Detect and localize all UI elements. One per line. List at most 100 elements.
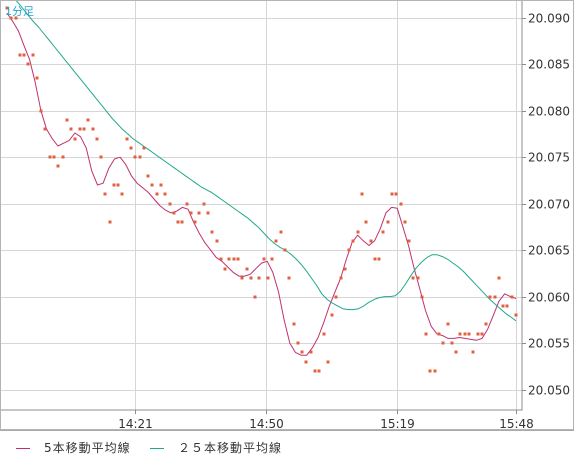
price-point <box>437 332 441 336</box>
interval-label: 1分足 <box>5 5 34 18</box>
price-point <box>364 220 368 224</box>
price-point <box>215 239 219 243</box>
price-point <box>14 16 18 20</box>
price-point <box>407 239 411 243</box>
price-point <box>48 155 52 159</box>
price-point <box>142 146 146 150</box>
price-point <box>420 295 424 299</box>
price-point <box>73 137 77 141</box>
price-point <box>133 155 137 159</box>
price-point <box>360 192 364 196</box>
price-point <box>322 332 326 336</box>
price-point <box>292 322 296 326</box>
price-point <box>458 332 462 336</box>
ma5-line <box>6 12 517 356</box>
price-point <box>103 192 107 196</box>
y-tick-label: 20.060 <box>528 291 570 305</box>
price-point <box>31 53 35 57</box>
x-tick-label: 15:19 <box>380 417 415 430</box>
price-point <box>22 53 26 57</box>
price-point <box>377 257 381 261</box>
grid <box>1 1 522 410</box>
price-point <box>120 192 124 196</box>
price-point <box>18 53 22 57</box>
price-point <box>386 220 390 224</box>
price-point <box>428 369 432 373</box>
price-point <box>454 350 458 354</box>
price-point <box>497 276 501 280</box>
price-point <box>245 267 249 271</box>
price-point <box>35 76 39 80</box>
price-point <box>446 322 450 326</box>
price-point <box>317 369 321 373</box>
price-point <box>476 332 480 336</box>
price-point <box>253 295 257 299</box>
price-point <box>78 127 82 131</box>
price-point <box>43 127 47 131</box>
price-point <box>433 369 437 373</box>
price-point <box>416 276 420 280</box>
price-point <box>168 202 172 206</box>
price-point <box>26 62 30 66</box>
price-point <box>339 276 343 280</box>
price-point <box>505 304 509 308</box>
price-point <box>180 220 184 224</box>
y-tick-label: 20.055 <box>528 337 570 351</box>
price-point <box>95 137 99 141</box>
price-point <box>219 257 223 261</box>
price-point <box>232 257 236 261</box>
price-point <box>326 360 330 364</box>
price-point <box>116 183 120 187</box>
price-point <box>108 220 112 224</box>
price-point <box>197 211 201 215</box>
y-tick-label: 20.050 <box>528 384 570 398</box>
axis-labels: 20.050 20.055 20.060 20.065 20.070 20.075 20.0… <box>118 12 570 432</box>
price-point <box>450 341 454 345</box>
price-point <box>351 239 355 243</box>
price-point <box>82 127 86 131</box>
price-point <box>471 350 475 354</box>
price-point <box>279 230 283 234</box>
price-point <box>39 109 43 113</box>
price-point <box>65 118 69 122</box>
price-point <box>176 220 180 224</box>
price-point <box>411 276 415 280</box>
y-tick-label: 20.085 <box>528 58 570 72</box>
price-point <box>381 230 385 234</box>
price-point <box>373 257 377 261</box>
price-point <box>287 276 291 280</box>
price-point <box>270 257 274 261</box>
price-point <box>343 267 347 271</box>
price-point <box>155 192 159 196</box>
x-tick-label: 14:50 <box>249 417 284 430</box>
price-point <box>304 360 308 364</box>
price-point <box>172 211 176 215</box>
price-point <box>9 16 13 20</box>
price-point <box>129 146 133 150</box>
price-point <box>313 369 317 373</box>
price-point <box>463 332 467 336</box>
x-tick-label: 14:21 <box>118 417 153 430</box>
y-tick-label: 20.090 <box>528 12 570 26</box>
price-point <box>484 322 488 326</box>
price-point <box>249 276 253 280</box>
price-point <box>390 192 394 196</box>
price-point <box>347 248 351 252</box>
price-point <box>210 230 214 234</box>
x-tick-label: 15:48 <box>499 417 534 430</box>
ma25-line <box>14 0 517 322</box>
chart-svg: 20.050 20.055 20.060 20.065 20.070 20.075 20.0… <box>0 0 574 432</box>
y-tick-label: 20.075 <box>528 151 570 165</box>
price-point <box>274 239 278 243</box>
price-point <box>206 211 210 215</box>
price-point <box>514 313 518 317</box>
price-point <box>189 211 193 215</box>
y-tick-label: 20.070 <box>528 198 570 212</box>
legend-label-ma5: 5本移動平均線 <box>44 441 131 455</box>
y-tick-label: 20.080 <box>528 105 570 119</box>
legend-swatch-ma25 <box>150 448 164 449</box>
price-point <box>5 6 9 10</box>
price-point <box>52 155 56 159</box>
y-tick-label: 20.065 <box>528 244 570 258</box>
